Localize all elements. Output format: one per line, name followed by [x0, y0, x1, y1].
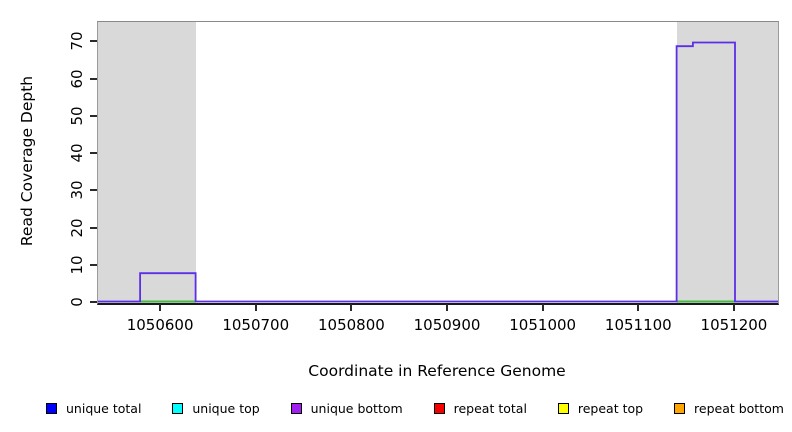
legend-item: repeat bottom — [674, 401, 784, 416]
shaded-region — [98, 22, 196, 303]
x-tick-label: 1050900 — [413, 316, 481, 334]
y-tick-mark — [90, 40, 97, 43]
legend-label: unique top — [192, 400, 260, 416]
shaded-region — [676, 22, 778, 303]
x-tick-mark — [254, 304, 257, 311]
y-tick-label: 60 — [68, 69, 86, 89]
legend-swatch — [172, 402, 184, 414]
legend-item: repeat top — [557, 400, 644, 416]
y-tick-label: 40 — [68, 143, 86, 163]
y-tick-label: 0 — [68, 297, 86, 307]
legend-swatch — [290, 402, 302, 414]
legend-label: repeat top — [577, 400, 644, 416]
x-tick-label: 1051000 — [509, 316, 577, 334]
plot-area — [97, 21, 779, 305]
legend-item: unique total — [46, 401, 141, 416]
legend-item: repeat total — [433, 400, 527, 416]
legend-label: repeat total — [453, 400, 527, 416]
legend-swatch — [433, 402, 445, 414]
x-tick-mark — [637, 304, 640, 311]
coverage-step-line — [98, 41, 778, 303]
x-tick-mark — [541, 304, 544, 311]
y-tick-mark — [90, 114, 97, 117]
x-tick-mark — [446, 304, 449, 311]
legend-item: unique bottom — [290, 400, 403, 416]
y-tick-label: 20 — [68, 218, 86, 238]
x-tick-label: 1050600 — [126, 316, 194, 334]
legend-label: repeat bottom — [694, 400, 784, 416]
y-axis-title: Read Coverage Depth — [18, 75, 36, 247]
y-tick-label: 10 — [68, 255, 86, 275]
y-tick-mark — [90, 263, 97, 266]
legend-item: unique top — [172, 400, 260, 416]
legend: unique total unique top unique bottom repea… — [46, 398, 784, 418]
legend-swatch — [557, 402, 569, 414]
y-tick-label: 70 — [68, 31, 86, 52]
y-tick-mark — [90, 226, 97, 229]
x-tick-label: 1051100 — [604, 316, 672, 334]
legend-label: unique bottom — [310, 400, 403, 416]
x-tick-label: 1050700 — [222, 316, 290, 334]
x-tick-mark — [159, 304, 162, 311]
y-tick-label: 30 — [68, 180, 86, 200]
legend-swatch — [674, 402, 686, 414]
y-tick-label: 50 — [68, 106, 86, 126]
legend-swatch — [46, 402, 57, 414]
y-tick-mark — [90, 77, 97, 80]
plot-canvas — [98, 41, 778, 303]
x-tick-mark — [350, 304, 353, 311]
x-tick-label: 1051200 — [700, 316, 768, 334]
y-tick-mark — [90, 189, 97, 192]
y-tick-mark — [90, 301, 97, 303]
y-tick-mark — [90, 152, 97, 155]
legend-label: unique total — [66, 400, 142, 416]
x-tick-mark — [732, 304, 735, 311]
x-axis-title: Coordinate in Reference Genome — [308, 362, 566, 380]
x-tick-label: 1050800 — [317, 316, 385, 334]
